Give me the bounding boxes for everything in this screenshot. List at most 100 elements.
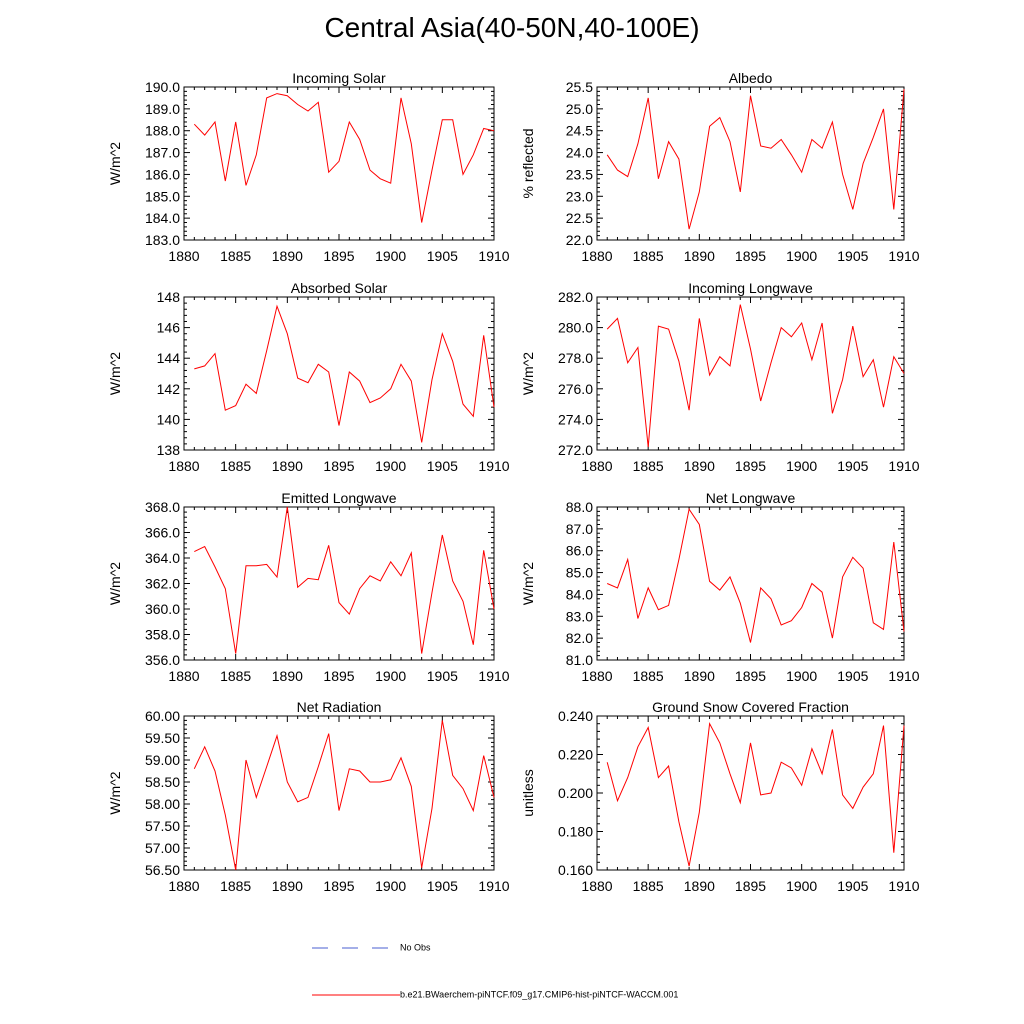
x-tick-label: 1905 xyxy=(427,668,458,684)
x-tick-label: 1895 xyxy=(323,248,354,264)
x-tick-label: 1885 xyxy=(633,878,664,894)
x-tick-label: 1905 xyxy=(427,458,458,474)
x-tick-label: 1880 xyxy=(168,248,199,264)
x-tick-label: 1910 xyxy=(478,668,509,684)
y-tick-label: 274.0 xyxy=(558,411,593,427)
y-tick-label: 88.0 xyxy=(566,499,593,515)
y-tick-label: 22.0 xyxy=(566,232,593,248)
y-tick-label: 366.0 xyxy=(145,525,180,541)
x-tick-label: 1900 xyxy=(375,458,406,474)
y-tick-label: 59.50 xyxy=(145,730,180,746)
y-tick-label: 0.220 xyxy=(558,747,593,763)
panel-title: Ground Snow Covered Fraction xyxy=(652,699,849,715)
x-tick-label: 1910 xyxy=(888,458,919,474)
x-tick-label: 1890 xyxy=(684,458,715,474)
y-tick-label: 276.0 xyxy=(558,381,593,397)
x-tick-label: 1905 xyxy=(837,248,868,264)
x-tick-label: 1880 xyxy=(581,668,612,684)
x-tick-label: 1910 xyxy=(888,878,919,894)
x-tick-label: 1900 xyxy=(375,668,406,684)
x-tick-label: 1910 xyxy=(888,668,919,684)
y-tick-label: 278.0 xyxy=(558,350,593,366)
y-tick-label: 364.0 xyxy=(145,550,180,566)
chart-panel-4: Incoming Longwave W/m^2 1880 1885 1890 1895 19… xyxy=(520,280,920,474)
x-tick-label: 1890 xyxy=(272,878,303,894)
plot-frame xyxy=(596,86,905,241)
x-tick-label: 1895 xyxy=(735,668,766,684)
y-tick-label: 82.0 xyxy=(566,630,593,646)
panel-title: Emitted Longwave xyxy=(281,490,396,506)
series-line xyxy=(193,720,495,871)
panel-title: Incoming Longwave xyxy=(688,280,813,296)
chart-panel-2: Albedo % reflected 1880 1885 1890 1895 1900 190… xyxy=(520,70,920,264)
y-tick-label: 360.0 xyxy=(145,601,180,617)
y-tick-label: 190.0 xyxy=(145,79,180,95)
chart-panel-6: Net Longwave W/m^2 1880 1885 1890 1895 1900 190… xyxy=(520,490,920,684)
y-axis-label: unitless xyxy=(520,769,536,816)
x-tick-label: 1910 xyxy=(478,878,509,894)
y-tick-label: 58.00 xyxy=(145,796,180,812)
y-tick-label: 22.5 xyxy=(566,210,593,226)
y-tick-label: 368.0 xyxy=(145,499,180,515)
y-tick-label: 189.0 xyxy=(145,101,180,117)
y-tick-label: 24.5 xyxy=(566,123,593,139)
x-tick-label: 1885 xyxy=(220,248,251,264)
y-tick-label: 144 xyxy=(157,350,181,366)
x-tick-label: 1895 xyxy=(323,458,354,474)
y-tick-label: 24.0 xyxy=(566,145,593,161)
y-tick-label: 142 xyxy=(157,381,181,397)
y-tick-label: 188.0 xyxy=(145,123,180,139)
y-tick-label: 362.0 xyxy=(145,576,180,592)
y-tick-label: 57.00 xyxy=(145,840,180,856)
y-tick-label: 25.0 xyxy=(566,101,593,117)
x-tick-label: 1910 xyxy=(478,248,509,264)
x-tick-label: 1890 xyxy=(272,248,303,264)
y-tick-label: 25.5 xyxy=(566,79,593,95)
x-tick-label: 1895 xyxy=(323,878,354,894)
chart-panel-8: Ground Snow Covered Fraction unitless 1880… xyxy=(520,699,920,894)
legend-no-obs-label: No Obs xyxy=(400,942,431,953)
x-tick-label: 1890 xyxy=(272,458,303,474)
y-tick-label: 86.0 xyxy=(566,543,593,559)
y-tick-label: 356.0 xyxy=(145,652,180,668)
series-line xyxy=(194,506,495,654)
series-line xyxy=(606,304,905,447)
y-axis-label: W/m^2 xyxy=(520,562,536,605)
chart-panel-1: Incoming Solar W/m^2 1880 1885 1890 1895 1900 1… xyxy=(107,70,510,264)
y-tick-label: 186.0 xyxy=(145,166,180,182)
series-line xyxy=(193,93,495,223)
legend-no-obs-swatch xyxy=(312,947,400,949)
plot-frame xyxy=(183,506,495,661)
x-tick-label: 1900 xyxy=(786,458,817,474)
chart-panel-5: Emitted Longwave W/m^2 1880 1885 1890 1895 190… xyxy=(107,490,510,684)
panel-title: Absorbed Solar xyxy=(291,280,388,296)
y-tick-label: 358.0 xyxy=(145,627,180,643)
y-tick-label: 23.0 xyxy=(566,188,593,204)
y-tick-label: 187.0 xyxy=(145,145,180,161)
series-line xyxy=(194,304,495,443)
y-tick-label: 83.0 xyxy=(566,608,593,624)
plot-frame xyxy=(183,296,495,451)
x-tick-label: 1905 xyxy=(837,458,868,474)
y-tick-label: 58.50 xyxy=(145,774,180,790)
x-tick-label: 1895 xyxy=(735,458,766,474)
x-tick-label: 1895 xyxy=(323,668,354,684)
x-tick-label: 1890 xyxy=(684,248,715,264)
x-tick-label: 1890 xyxy=(272,668,303,684)
y-axis-label: % reflected xyxy=(520,128,536,198)
series-line xyxy=(606,89,905,230)
x-tick-label: 1885 xyxy=(633,668,664,684)
x-tick-label: 1900 xyxy=(786,878,817,894)
y-axis-label: W/m^2 xyxy=(107,142,123,185)
y-tick-label: 0.180 xyxy=(558,824,593,840)
plot-frame xyxy=(183,715,495,871)
x-tick-label: 1885 xyxy=(220,878,251,894)
chart-panel-7: Net Radiation W/m^2 1880 1885 1890 1895 1900 19… xyxy=(107,699,510,894)
x-tick-label: 1895 xyxy=(735,878,766,894)
y-tick-label: 59.00 xyxy=(145,752,180,768)
x-tick-label: 1890 xyxy=(684,878,715,894)
y-tick-label: 148 xyxy=(157,289,181,305)
y-tick-label: 0.200 xyxy=(558,785,593,801)
panel-title: Net Longwave xyxy=(706,490,796,506)
x-tick-label: 1880 xyxy=(581,878,612,894)
